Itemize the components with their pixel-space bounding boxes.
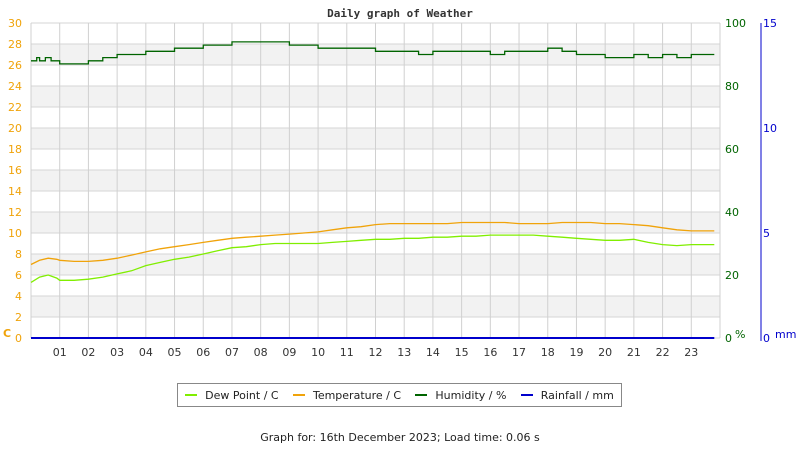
svg-text:16: 16	[8, 164, 22, 177]
svg-text:15: 15	[455, 346, 469, 359]
chart-title: Daily graph of Weather	[327, 7, 473, 20]
svg-text:6: 6	[15, 269, 22, 282]
svg-text:10: 10	[8, 227, 22, 240]
svg-text:03: 03	[110, 346, 124, 359]
svg-text:40: 40	[725, 206, 739, 219]
svg-text:22: 22	[8, 101, 22, 114]
svg-text:22: 22	[656, 346, 670, 359]
svg-text:14: 14	[8, 185, 22, 198]
svg-text:4: 4	[15, 290, 22, 303]
svg-text:24: 24	[8, 80, 22, 93]
svg-text:12: 12	[369, 346, 383, 359]
svg-text:0: 0	[15, 332, 22, 345]
svg-text:0: 0	[725, 332, 732, 345]
svg-text:21: 21	[627, 346, 641, 359]
svg-text:mm: mm	[775, 328, 796, 341]
svg-text:2: 2	[15, 311, 22, 324]
svg-text:%: %	[735, 328, 745, 341]
svg-text:20: 20	[8, 122, 22, 135]
svg-text:8: 8	[15, 248, 22, 261]
svg-text:80: 80	[725, 80, 739, 93]
svg-text:C: C	[3, 327, 11, 340]
humidity-line	[31, 41, 715, 65]
svg-text:17: 17	[512, 346, 526, 359]
weather-chart: Daily graph of Weather 02468101214161820…	[3, 7, 796, 359]
data-series	[30, 41, 715, 339]
svg-text:16: 16	[483, 346, 497, 359]
legend-item-humidity: Humidity / %	[415, 389, 506, 402]
legend-item-rainfall: Rainfall / mm	[520, 389, 614, 402]
svg-text:12: 12	[8, 206, 22, 219]
x-axis-hours: 01 02 03 04 05 06 07 08 09 10 11 12 13 14 15 16 17 18 19 20…	[53, 346, 699, 359]
svg-text:20: 20	[725, 269, 739, 282]
svg-text:10: 10	[763, 122, 777, 135]
svg-text:60: 60	[725, 143, 739, 156]
dew-point-swatch-icon	[185, 394, 198, 396]
legend-item-temperature: Temperature / C	[292, 389, 401, 402]
svg-text:20: 20	[598, 346, 612, 359]
svg-text:05: 05	[168, 346, 182, 359]
temperature-line	[30, 221, 715, 266]
right-axis-rainfall: 0 5 10 15 mm	[760, 17, 796, 345]
svg-text:06: 06	[196, 346, 210, 359]
svg-text:11: 11	[340, 346, 354, 359]
svg-text:13: 13	[397, 346, 411, 359]
svg-text:30: 30	[8, 17, 22, 30]
svg-text:28: 28	[8, 38, 22, 51]
svg-text:100: 100	[725, 17, 746, 30]
svg-text:02: 02	[81, 346, 95, 359]
right-axis-humidity: 0 20 40 60 80 100%	[725, 17, 746, 345]
svg-text:18: 18	[541, 346, 555, 359]
svg-text:14: 14	[426, 346, 440, 359]
svg-text:15: 15	[763, 17, 777, 30]
graph-footer: Graph for: 16th December 2023; Load time…	[260, 431, 540, 444]
svg-text:5: 5	[763, 227, 770, 240]
legend-item-dew-point: Dew Point / C	[185, 389, 279, 402]
svg-text:08: 08	[254, 346, 268, 359]
svg-text:04: 04	[139, 346, 153, 359]
svg-text:01: 01	[53, 346, 67, 359]
dew-point-line	[30, 234, 715, 283]
svg-text:09: 09	[282, 346, 296, 359]
svg-text:23: 23	[684, 346, 698, 359]
svg-text:19: 19	[569, 346, 583, 359]
svg-text:07: 07	[225, 346, 239, 359]
rainfall-swatch-icon	[520, 394, 533, 396]
svg-text:10: 10	[311, 346, 325, 359]
humidity-swatch-icon	[415, 394, 428, 396]
legend: Dew Point / C Temperature / C Humidity /…	[177, 383, 622, 407]
svg-text:18: 18	[8, 143, 22, 156]
temperature-swatch-icon	[292, 394, 305, 396]
svg-text:0: 0	[763, 332, 770, 345]
svg-text:26: 26	[8, 59, 22, 72]
